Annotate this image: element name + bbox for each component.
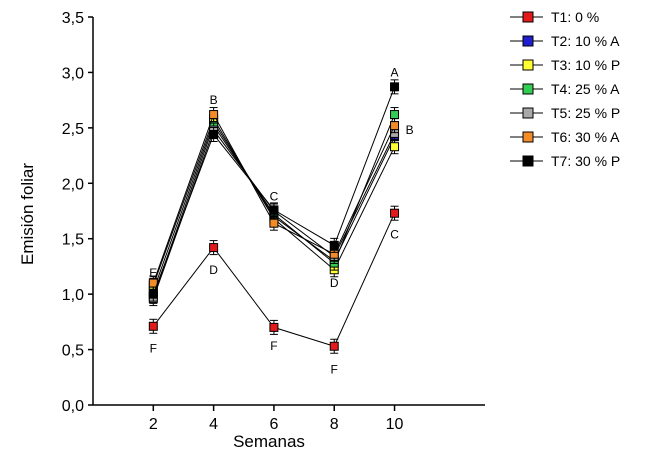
significance-letter: B: [210, 93, 218, 107]
legend: T1: 0 % T2: 10 % A T3: 10 % P T4: 25 % A T5:…: [510, 9, 620, 169]
y-tick-label: 1,0: [62, 287, 84, 304]
data-point: [390, 208, 400, 218]
data-point: [390, 82, 400, 92]
data-point: [269, 205, 279, 215]
legend-item: T3: 10 % P: [510, 57, 620, 73]
legend-label: T2: 10 % A: [551, 33, 620, 49]
legend-item: T7: 30 % P: [510, 153, 620, 169]
legend-marker: [522, 131, 534, 143]
y-tick-label: 0,0: [62, 398, 84, 415]
y-tick-label: 0,5: [62, 343, 84, 360]
legend-marker: [522, 83, 534, 95]
data-point: [390, 121, 400, 131]
legend-item: T2: 10 % A: [510, 33, 620, 49]
legend-label: T1: 0 %: [551, 9, 599, 25]
significance-letter: A: [391, 65, 399, 79]
significance-letter: E: [149, 266, 157, 280]
legend-label: T4: 25 % A: [551, 81, 620, 97]
legend-item: T1: 0 %: [510, 9, 599, 25]
data-point: [329, 240, 339, 250]
series-7: [148, 79, 400, 302]
legend-label: T6: 30 % A: [551, 129, 620, 145]
data-point: [269, 322, 279, 332]
legend-marker: [522, 107, 534, 119]
legend-item: T4: 25 % A: [510, 81, 620, 97]
annotation-layer: E F B D C F D F A B C: [149, 65, 413, 376]
significance-letter: D: [209, 263, 218, 277]
legend-marker: [522, 35, 534, 47]
x-tick-label: 8: [330, 416, 339, 433]
series-layer: [148, 79, 400, 354]
y-axis-title: Emisión foliar: [18, 163, 37, 265]
data-point: [209, 243, 219, 253]
legend-label: T3: 10 % P: [551, 57, 620, 73]
data-point: [390, 110, 400, 120]
y-tick-label: 3,5: [62, 10, 84, 27]
x-tick-label: 6: [269, 416, 278, 433]
y-tick-label: 2,5: [62, 121, 84, 138]
data-point: [148, 321, 158, 331]
y-tick-label: 1,5: [62, 232, 84, 249]
legend-marker: [522, 59, 534, 71]
legend-item: T5: 25 % P: [510, 105, 620, 121]
data-point: [148, 289, 158, 299]
data-point: [269, 218, 279, 228]
y-tick-label: 3,0: [62, 65, 84, 82]
data-point: [209, 130, 219, 140]
x-tick-label: 2: [149, 416, 158, 433]
significance-letter: B: [406, 123, 414, 137]
legend-marker: [522, 11, 534, 23]
series-1: [148, 205, 400, 354]
x-tick-label: 4: [209, 416, 218, 433]
significance-letter: F: [150, 341, 157, 355]
significance-letter: D: [330, 276, 339, 290]
significance-letter: F: [331, 363, 338, 377]
legend-label: T5: 25 % P: [551, 105, 620, 121]
data-point: [390, 142, 400, 152]
x-axis-title: Semanas: [233, 432, 305, 451]
data-point: [329, 341, 339, 351]
legend-label: T7: 30 % P: [551, 153, 620, 169]
series-6: [148, 107, 400, 291]
significance-letter: F: [270, 339, 277, 353]
x-tick-label: 10: [386, 416, 404, 433]
significance-letter: C: [390, 227, 399, 241]
legend-item: T6: 30 % A: [510, 129, 620, 145]
y-tick-label: 2,0: [62, 176, 84, 193]
significance-letter: C: [270, 190, 279, 204]
data-point: [209, 110, 219, 120]
legend-marker: [522, 155, 534, 167]
axes: 0,0 0,5 1,0 1,5 2,0 2,5 3,0 3,5 2 4 6 8 10: [62, 10, 485, 433]
